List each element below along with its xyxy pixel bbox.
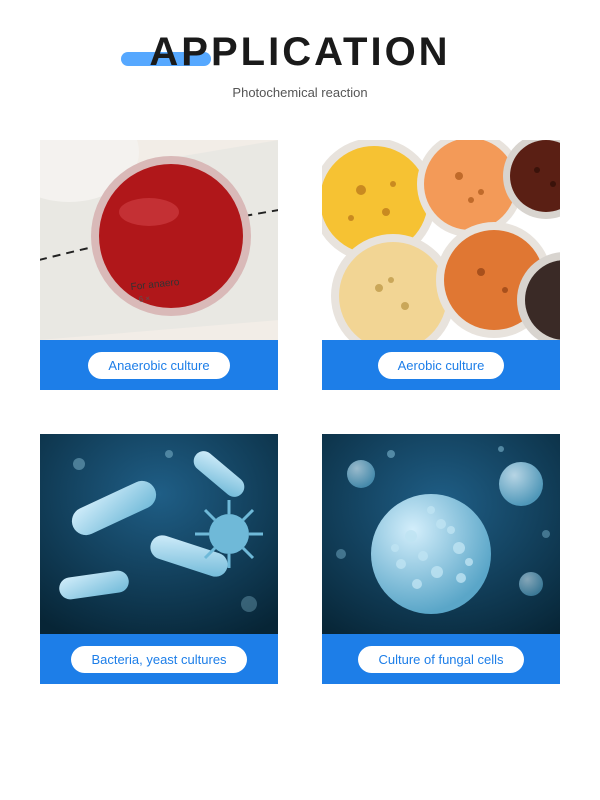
card-label-fungal: Culture of fungal cells — [358, 646, 523, 673]
page: APPLICATION Photochemical reaction — [0, 0, 600, 800]
card-label-anaerobic: Anaerobic culture — [88, 352, 229, 379]
card-image-fungal — [322, 434, 560, 634]
card-fungal: Culture of fungal cells — [322, 434, 560, 684]
card-bar-anaerobic: Anaerobic culture — [40, 340, 278, 390]
header: APPLICATION Photochemical reaction — [40, 30, 560, 100]
card-label-aerobic: Aerobic culture — [378, 352, 505, 379]
card-bacteria-yeast: Bacteria, yeast cultures — [40, 434, 278, 684]
card-label-bacteria-yeast: Bacteria, yeast cultures — [71, 646, 246, 673]
card-image-aerobic — [322, 140, 560, 340]
page-title: APPLICATION — [149, 30, 450, 75]
card-anaerobic: For anaero 6 × Anaerobic culture — [40, 140, 278, 390]
card-bar-fungal: Culture of fungal cells — [322, 634, 560, 684]
page-subtitle: Photochemical reaction — [40, 85, 560, 100]
card-image-anaerobic: For anaero 6 × — [40, 140, 278, 340]
application-grid: For anaero 6 × Anaerobic culture — [40, 140, 560, 684]
card-aerobic: Aerobic culture — [322, 140, 560, 390]
card-bar-aerobic: Aerobic culture — [322, 340, 560, 390]
card-image-bacteria-yeast — [40, 434, 278, 634]
title-wrap: APPLICATION — [149, 30, 450, 75]
card-bar-bacteria-yeast: Bacteria, yeast cultures — [40, 634, 278, 684]
svg-text:6 ×: 6 × — [138, 294, 151, 304]
